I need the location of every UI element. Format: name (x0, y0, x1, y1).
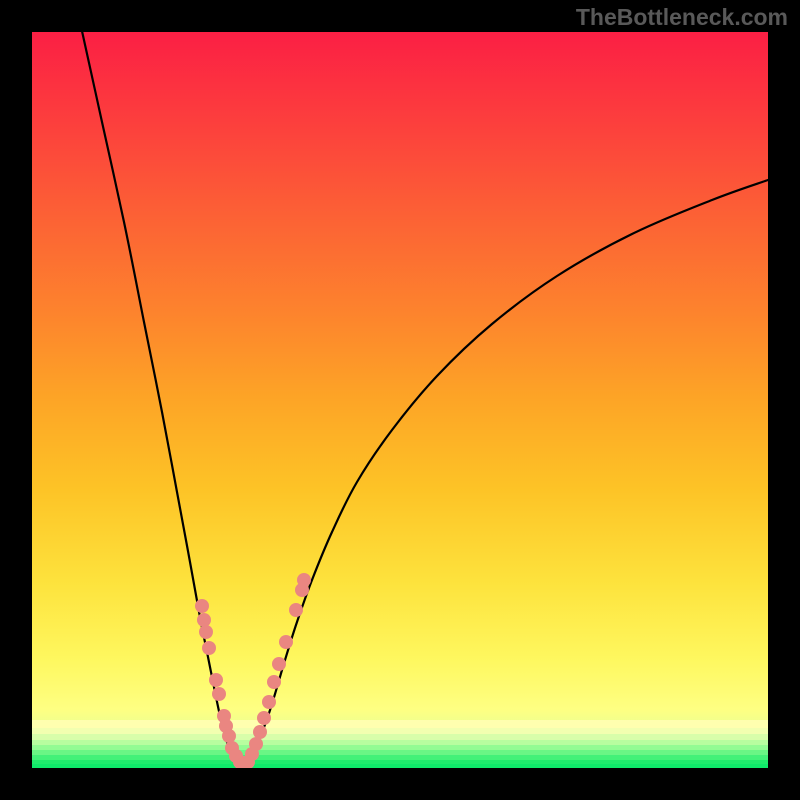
curve-left (80, 32, 242, 766)
data-marker (195, 599, 209, 613)
data-marker (253, 725, 267, 739)
data-marker (279, 635, 293, 649)
chart-frame: TheBottleneck.com (0, 0, 800, 800)
data-marker (197, 613, 211, 627)
curve-layer (32, 32, 768, 768)
data-marker (297, 573, 311, 587)
data-marker (272, 657, 286, 671)
data-marker (202, 641, 216, 655)
curve-right (242, 180, 768, 766)
data-marker (262, 695, 276, 709)
data-marker (199, 625, 213, 639)
data-marker (257, 711, 271, 725)
data-marker (267, 675, 281, 689)
data-marker (222, 729, 236, 743)
data-marker (289, 603, 303, 617)
data-marker (209, 673, 223, 687)
data-marker (249, 737, 263, 751)
plot-area (32, 32, 768, 768)
watermark-text: TheBottleneck.com (576, 4, 788, 31)
data-marker (212, 687, 226, 701)
